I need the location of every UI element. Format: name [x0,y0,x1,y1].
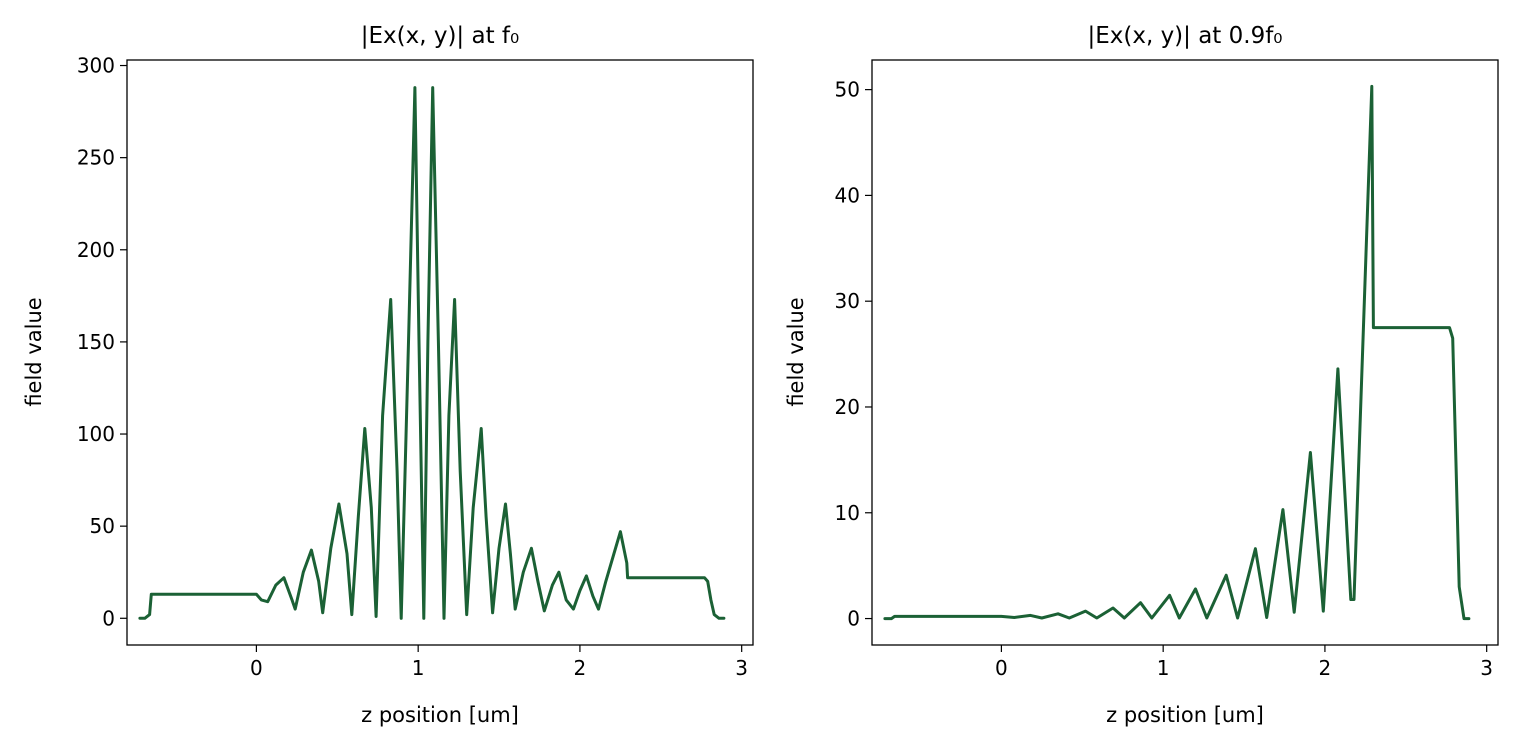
y-tick-label: 0 [102,606,115,630]
x-tick-label: 2 [574,656,587,680]
series-group [138,86,726,620]
title-text: |Ex(x, y)| at 0.9f₀ [1087,23,1282,49]
x-tick-label: 3 [735,656,748,680]
ticks-group: 0 1 2 3 0 50 100 150 200 250 300 [77,54,748,680]
x-axis-label: z position [um] [361,703,519,727]
y-axis-label: field value [784,297,808,406]
y-tick-label: 10 [835,501,860,525]
y-tick-label: 250 [77,146,115,170]
y-tick-label: 0 [847,607,860,631]
x-tick-label: 1 [1157,656,1170,680]
x-tick-label: 2 [1319,656,1332,680]
y-tick-label: 40 [835,183,860,207]
series-line [138,86,726,620]
x-tick-label: 1 [412,656,425,680]
y-tick-label: 30 [835,289,860,313]
plot-frame [126,59,754,646]
y-tick-label: 20 [835,395,860,419]
x-tick-label: 0 [995,656,1008,680]
title-text: |Ex(x, y)| at f₀ [361,23,519,49]
y-tick-label: 50 [90,514,115,538]
x-tick-label: 0 [250,656,263,680]
series-group [883,84,1471,621]
y-axis-label: field value [22,297,46,406]
series-line [883,84,1471,621]
y-tick-label: 150 [77,330,115,354]
chart-panel-left: |Ex(x, y)| at f₀ 0 1 2 3050100150200250300 … [22,23,754,727]
x-tick-label: 3 [1480,656,1493,680]
plot-frame [871,59,1499,646]
y-tick-label: 300 [77,54,115,78]
y-tick-label: 200 [77,238,115,262]
chart-title: |Ex(x, y)| at f₀ [361,23,519,49]
y-tick-label: 100 [77,422,115,446]
chart-title: |Ex(x, y)| at 0.9f₀ [1087,23,1282,49]
x-axis-label: z position [um] [1106,703,1264,727]
y-tick-label: 50 [835,78,860,102]
